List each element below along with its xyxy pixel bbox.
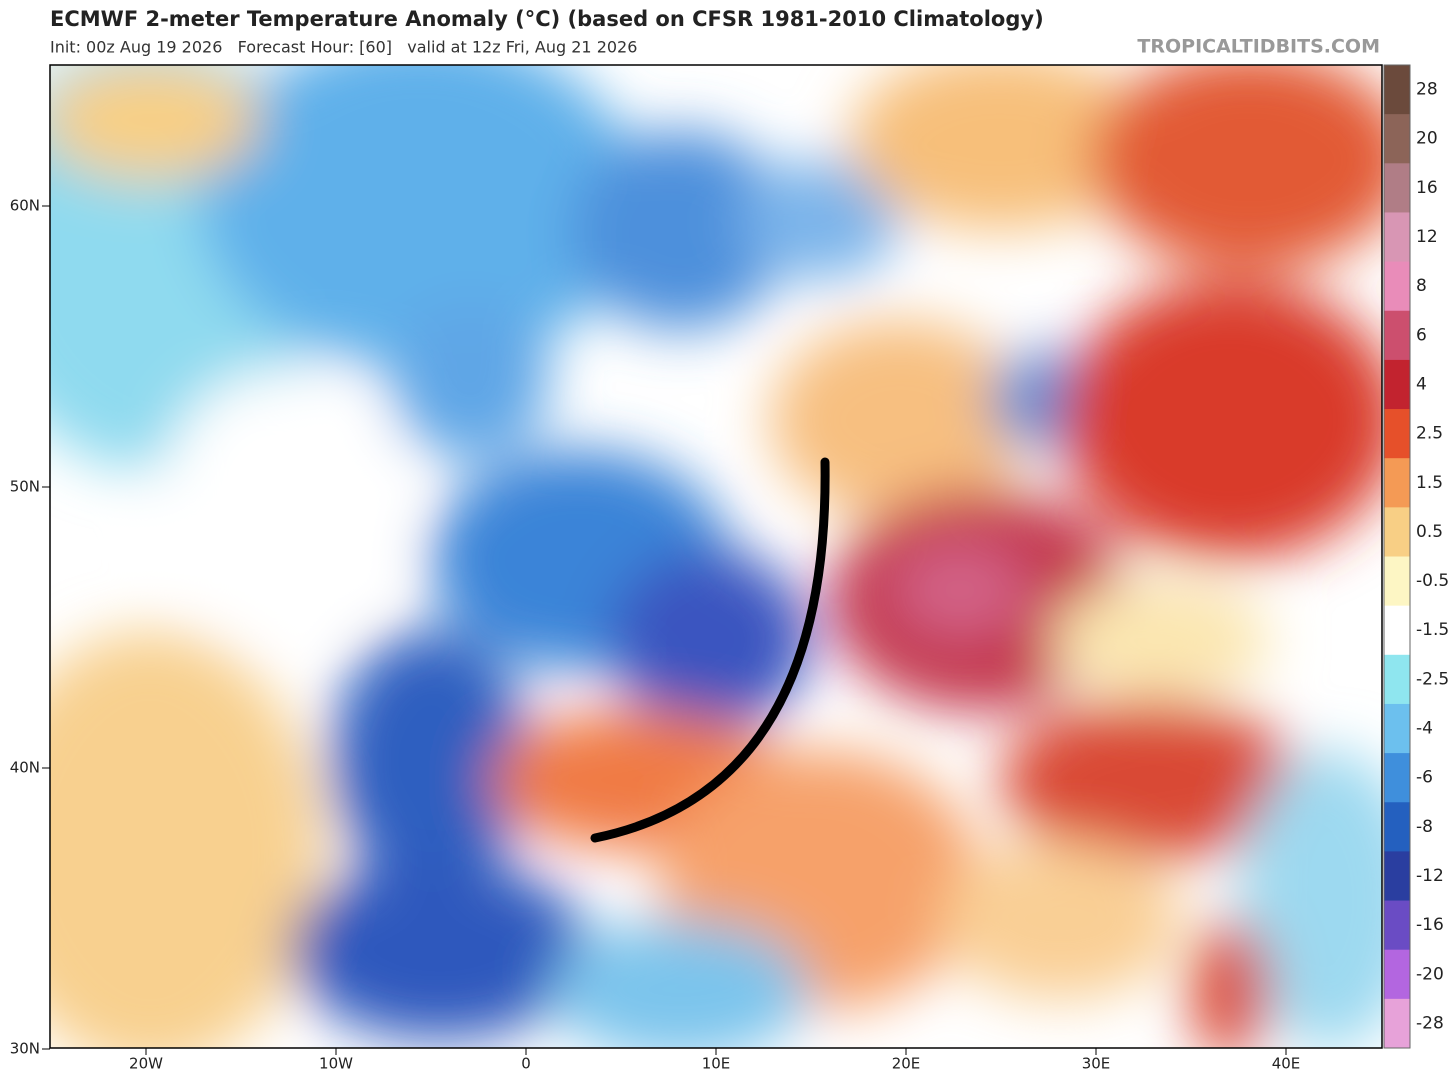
colorbar-segment [1384, 753, 1410, 803]
colorbar-frame [1383, 64, 1411, 1049]
lon-label: 30E [1082, 1055, 1111, 1073]
colorbar-segment [1384, 998, 1410, 1049]
lon-label: 10W [319, 1055, 353, 1073]
colorbar-label: 12 [1416, 227, 1438, 247]
colorbar-label: -8 [1416, 817, 1433, 837]
colorbar-label: 28 [1416, 80, 1438, 100]
colorbar-label: 8 [1416, 276, 1427, 296]
colorbar-label: 1.5 [1416, 473, 1443, 493]
colorbar-segment [1384, 409, 1410, 459]
colorbar-segment [1384, 556, 1410, 607]
lon-label: 40E [1272, 1055, 1301, 1073]
lat-label: 40N [10, 759, 40, 777]
colorbar-segment [1384, 802, 1410, 852]
colorbar-label: -4 [1416, 719, 1433, 739]
lon-label: 10E [702, 1055, 731, 1073]
lat-label: 60N [10, 197, 40, 215]
colorbar-label: -6 [1416, 768, 1433, 788]
axes: 60N 50N 40N 30N 20W 10W 0 10E 20E 30E 40E [10, 197, 1301, 1073]
colorbar-segment [1384, 163, 1410, 213]
colorbar-segment [1384, 949, 1410, 1000]
colorbar-label: -16 [1416, 915, 1444, 935]
colorbar-label: -2.5 [1416, 669, 1449, 689]
colorbar-label: -20 [1416, 964, 1444, 984]
colorbar-segment [1384, 65, 1410, 115]
colorbar: 28 20 16 12 8 6 4 2.5 1.5 0.5 -0.5 -1.5 -2.5 -4 -6 -8 -1… [1383, 64, 1449, 1049]
colorbar-label: 2.5 [1416, 424, 1443, 444]
colorbar-segment [1384, 114, 1410, 164]
colorbar-segment [1384, 212, 1410, 263]
lon-label: 20W [129, 1055, 163, 1073]
colorbar-segment [1384, 458, 1410, 508]
colorbar-segment [1384, 851, 1410, 902]
source: TROPICALTIDBITS.COM [1137, 36, 1380, 58]
colorbar-label: 16 [1416, 178, 1438, 198]
lat-label: 30N [10, 1040, 40, 1058]
colorbar-label: -1.5 [1416, 620, 1449, 640]
colorbar-segment [1384, 359, 1410, 410]
subtitle: Init: 00z Aug 19 2026 Forecast Hour: [60… [50, 38, 637, 57]
colorbar-segment [1384, 900, 1410, 951]
colorbar-label: 6 [1416, 325, 1427, 345]
lat-label: 50N [10, 478, 40, 496]
map [50, 65, 1382, 1048]
colorbar-segment [1384, 605, 1410, 656]
colorbar-segment [1384, 261, 1410, 312]
colorbar-label: 4 [1416, 374, 1427, 394]
lon-label: 0 [521, 1055, 531, 1073]
title: ECMWF 2-meter Temperature Anomaly (°C) (… [50, 7, 1044, 31]
colorbar-segment [1384, 310, 1410, 361]
colorbar-segment [1384, 654, 1410, 705]
colorbar-label: -0.5 [1416, 571, 1449, 591]
colorbar-label: 0.5 [1416, 522, 1443, 542]
colorbar-label: -12 [1416, 866, 1444, 886]
colorbar-segment [1384, 703, 1410, 754]
lon-label: 20E [892, 1055, 921, 1073]
colorbar-label: -28 [1416, 1013, 1444, 1033]
colorbar-label: 20 [1416, 129, 1438, 149]
colorbar-segment [1384, 507, 1410, 557]
